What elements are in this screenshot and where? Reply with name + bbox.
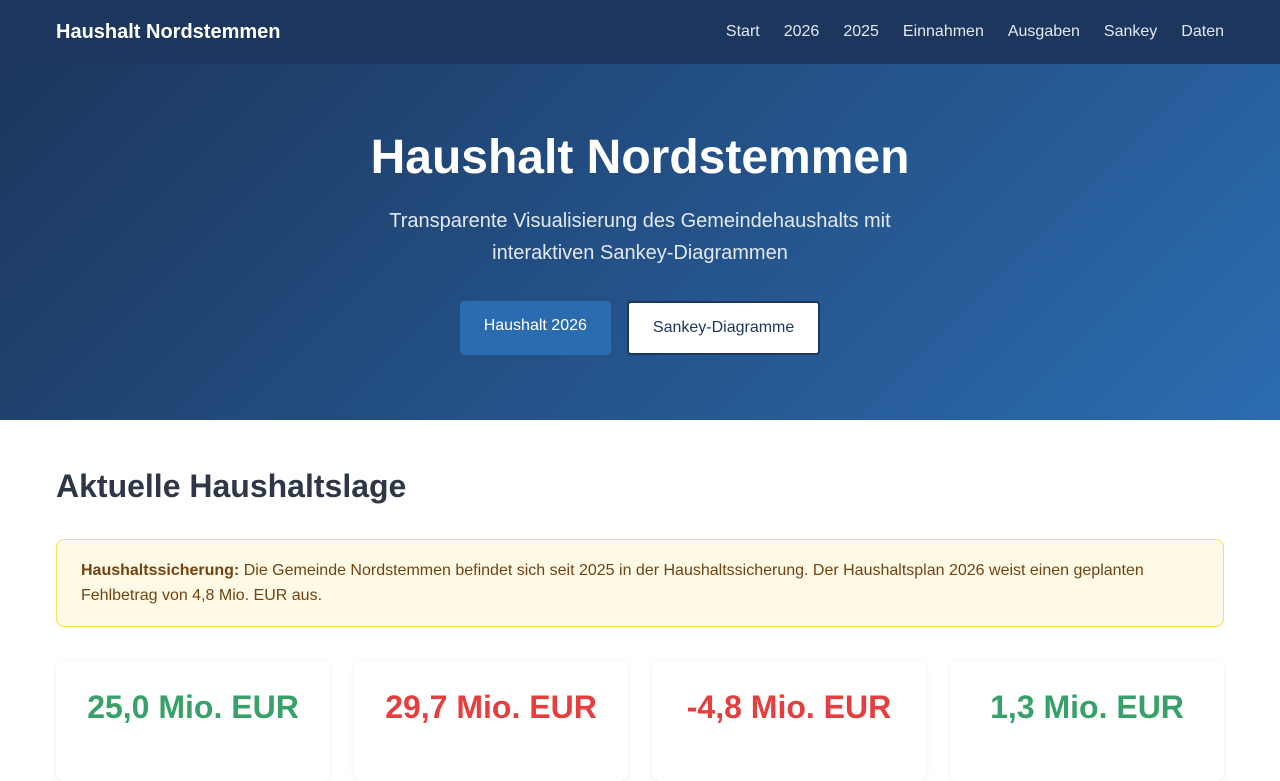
alert-label: Haushaltssicherung: — [81, 562, 240, 579]
nav-2026[interactable]: 2026 — [783, 23, 820, 40]
haushalt-2026-button[interactable]: Haushalt 2026 — [459, 301, 611, 355]
nav-daten[interactable]: Daten — [1181, 23, 1224, 40]
nav-einnahmen[interactable]: Einnahmen — [902, 23, 984, 40]
card-value-4: 1,3 Mio. EUR — [950, 661, 1224, 781]
nav-start[interactable]: Start — [725, 23, 760, 40]
card-fehlbetrag: -4,8 Mio. EUR — [652, 661, 926, 781]
navbar: Haushalt Nordstemmen Start 2026 2025 Ein… — [0, 0, 1280, 64]
nav-sankey[interactable]: Sankey — [1103, 23, 1158, 40]
nav-ausgaben[interactable]: Ausgaben — [1007, 23, 1080, 40]
hero: Haushalt Nordstemmen Transparente Visual… — [0, 64, 1280, 420]
hero-title: Haushalt Nordstemmen — [370, 131, 910, 184]
alert-box: Haushaltssicherung: Die Gemeinde Nordste… — [56, 539, 1224, 627]
hero-subtitle: Transparente Visualisierung des Gemeinde… — [389, 210, 891, 264]
card-einnahmen: 25,0 Mio. EUR — [56, 661, 330, 781]
section-heading: Aktuelle Haushaltslage — [56, 468, 407, 504]
alert-text: Die Gemeinde Nordstemmen befindet sich s… — [81, 562, 1144, 604]
brand-link[interactable]: Haushalt Nordstemmen — [56, 20, 281, 43]
nav-links: Start 2026 2025 Einnahmen Ausgaben Sanke… — [726, 23, 1224, 41]
sankey-button[interactable]: Sankey-Diagramme — [626, 301, 821, 355]
nav-2025[interactable]: 2025 — [843, 23, 879, 40]
card-ausgaben: 29,7 Mio. EUR — [354, 661, 628, 781]
